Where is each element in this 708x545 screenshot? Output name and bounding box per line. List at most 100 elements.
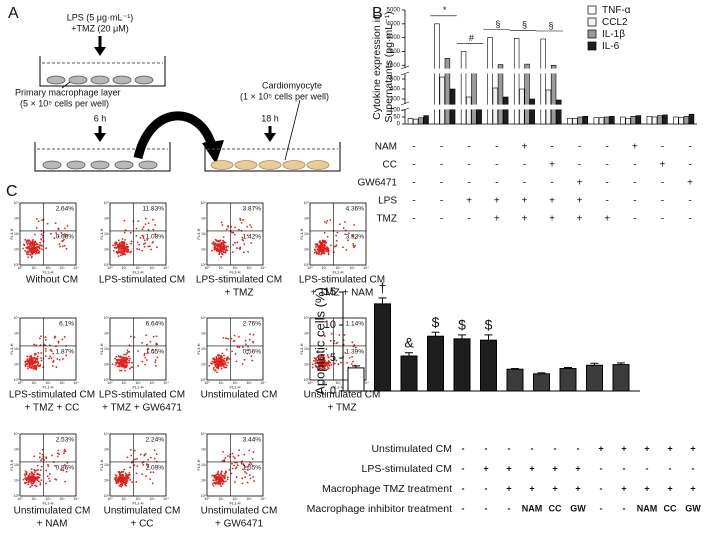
event-dot (321, 244, 323, 247)
event-dot (330, 363, 333, 366)
event-dot (121, 240, 124, 243)
event-dot (240, 221, 243, 224)
upper-right-percent: 6.1% (59, 321, 74, 328)
arrow-head (202, 140, 224, 164)
event-dot (145, 359, 148, 361)
flow-y-tick: 10¹ (201, 362, 207, 366)
flow-x-tick: 10² (232, 497, 238, 501)
event-dot (126, 352, 128, 355)
event-dot (118, 361, 121, 364)
lower-right-percent: 1.08% (146, 234, 165, 241)
condition-sign: NAM (522, 503, 543, 513)
event-dot (28, 479, 31, 482)
event-dot (124, 353, 127, 356)
event-dot (227, 361, 230, 364)
event-dot (151, 349, 154, 351)
event-dot (155, 453, 158, 456)
plot-caption: Unstimulated CM (304, 390, 381, 401)
event-dot (333, 339, 336, 342)
event-dot (41, 458, 43, 460)
event-dot (30, 355, 33, 357)
event-dot (326, 361, 329, 364)
event-dot (336, 231, 339, 234)
flow-y-tick: 10¹ (304, 362, 310, 366)
event-dot (146, 343, 148, 346)
event-dot (224, 474, 227, 477)
arrow-head (94, 47, 106, 56)
event-dot (34, 477, 36, 480)
event-dot (219, 250, 221, 252)
event-dot (220, 473, 222, 476)
flow-x-tick: 10⁴ (73, 266, 79, 270)
event-dot (60, 231, 63, 234)
event-dot (131, 481, 134, 484)
event-dot (214, 475, 217, 478)
condition-sign: - (600, 503, 603, 513)
event-dot (241, 363, 244, 365)
event-dot (34, 233, 36, 236)
condition-label: GW6471 (358, 178, 398, 189)
event-dot (222, 475, 225, 478)
event-dot (317, 367, 319, 370)
event-dot (252, 333, 255, 336)
event-dot (226, 478, 229, 481)
event-dot (26, 362, 29, 365)
event-dot (63, 336, 66, 338)
flow-x-tick: 10¹ (121, 381, 127, 385)
event-dot (149, 340, 152, 343)
event-dot (34, 247, 37, 250)
upper-right-percent: 2.76% (243, 321, 262, 328)
bar (524, 63, 530, 125)
event-dot (36, 355, 39, 358)
event-dot (137, 350, 140, 352)
event-dot (49, 232, 52, 235)
event-dot (32, 475, 35, 478)
event-dot (246, 225, 249, 228)
event-dot (214, 369, 216, 372)
event-dot (119, 355, 122, 358)
flow-y-tick: 10⁴ (304, 316, 310, 320)
event-dot (212, 366, 215, 369)
event-dot (23, 473, 26, 476)
event-dot (321, 364, 324, 367)
event-dot (320, 359, 323, 362)
event-dot (238, 346, 241, 348)
flow-y-tick: 10⁰ (104, 263, 110, 267)
event-dot (29, 486, 32, 488)
upper-right-percent: 2.64% (56, 206, 75, 213)
flow-y-tick: 10¹ (14, 478, 20, 482)
bar (423, 115, 429, 125)
legend-label: CCL2 (602, 17, 628, 28)
condition-sign: + (604, 214, 610, 225)
condition-sign: - (688, 214, 691, 225)
event-dot (119, 369, 121, 372)
event-dot (333, 245, 336, 248)
bar (572, 118, 578, 125)
condition-sign: CC (664, 503, 677, 513)
event-dot (221, 364, 223, 367)
condition-sign: + (521, 142, 527, 153)
flow-y-tick: 10² (201, 347, 207, 351)
treatment-text: LPS (5 μg·mL⁻¹) (67, 12, 133, 22)
event-dot (215, 477, 218, 480)
event-dot (215, 250, 218, 252)
event-dot (335, 234, 338, 237)
flow-y-axis: FL3-H (9, 343, 14, 354)
event-dot (55, 366, 58, 368)
event-dot (36, 245, 39, 248)
plot-caption: Unstimulated CM (201, 390, 278, 401)
event-dot (245, 472, 248, 475)
event-dot (214, 481, 217, 484)
event-dot (118, 472, 121, 475)
event-dot (64, 234, 66, 237)
event-dot (144, 223, 147, 226)
condition-sign: - (412, 214, 415, 225)
event-dot (34, 252, 37, 255)
event-dot (141, 360, 144, 363)
event-dot (222, 336, 225, 339)
event-dot (39, 241, 42, 244)
event-dot (34, 367, 36, 370)
event-dot (27, 475, 30, 478)
event-dot (153, 457, 156, 460)
event-dot (249, 224, 251, 226)
